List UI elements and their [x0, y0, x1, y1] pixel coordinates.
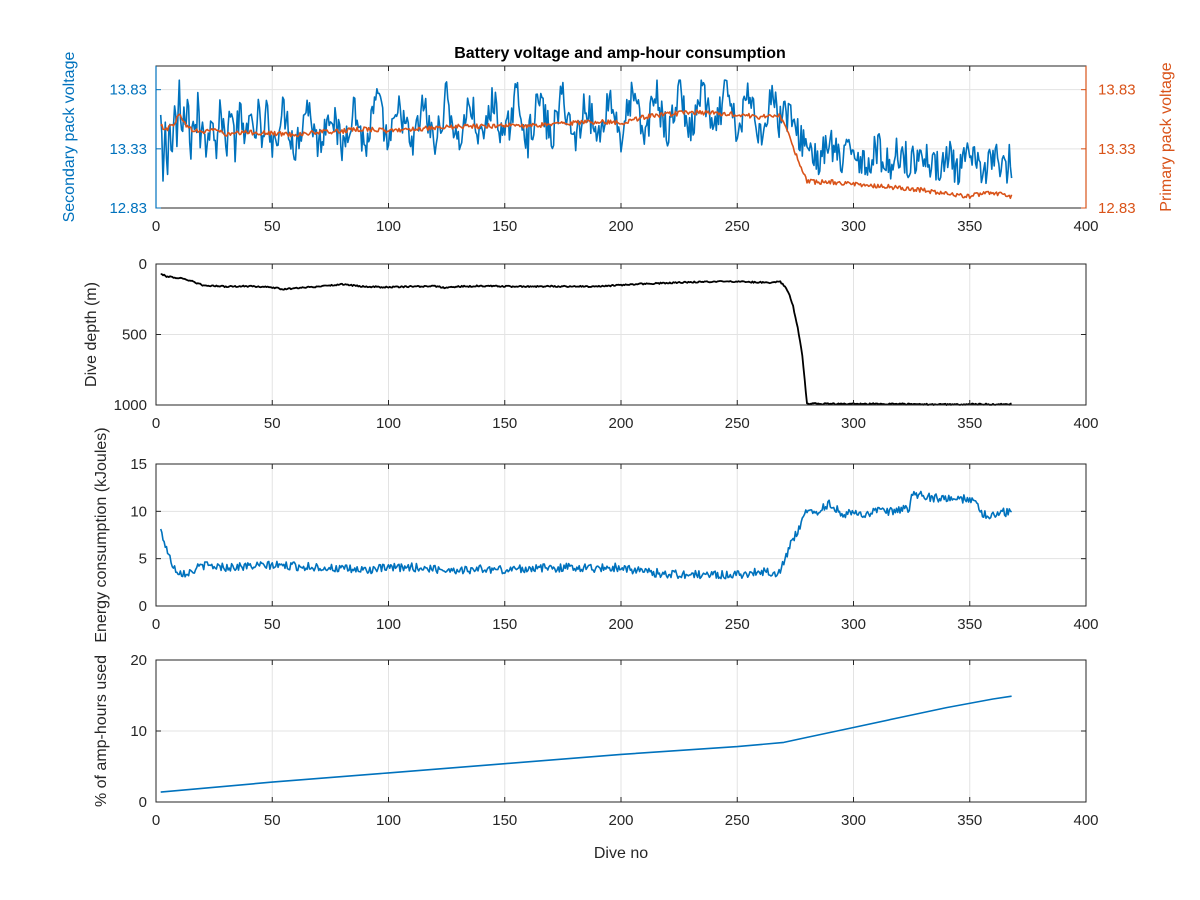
x-tick-label: 250 [725, 812, 750, 829]
x-tick-label: 400 [1073, 812, 1098, 829]
x-tick-label: 400 [1073, 616, 1098, 633]
x-tick-label: 50 [264, 812, 281, 829]
y-tick-label: 15 [130, 456, 147, 473]
grid [155, 463, 1087, 607]
y-tick-label: 20 [130, 652, 147, 669]
x-tick-label: 50 [264, 415, 281, 432]
x-tick-label: 350 [957, 616, 982, 633]
y2-axis-label: Primary pack voltage [1158, 62, 1175, 211]
x-tick-label: 0 [152, 218, 160, 235]
y-tick-label: 0 [139, 794, 147, 811]
x-tick-label: 250 [725, 616, 750, 633]
y-tick-label: 12.83 [109, 200, 147, 217]
y2-tick-label: 12.83 [1098, 200, 1136, 217]
y2-tick-label: 13.83 [1098, 82, 1136, 99]
y-tick-label: 1000 [114, 397, 147, 414]
x-tick-label: 150 [492, 616, 517, 633]
y-tick-label: 13.83 [109, 82, 147, 99]
y-tick-label: 500 [122, 327, 147, 344]
x-tick-label: 300 [841, 415, 866, 432]
x-tick-label: 250 [725, 218, 750, 235]
subplot-4: 0 50 100 150 200 250 300 350 400 0 10 20 % of amp-ho… [93, 652, 1099, 862]
y-tick-label: 10 [130, 723, 147, 740]
x-tick-label: 100 [376, 218, 401, 235]
x-tick-label: 350 [957, 218, 982, 235]
x-axis-label: Dive no [594, 845, 648, 862]
x-tick-label: 200 [608, 812, 633, 829]
x-tick-label: 50 [264, 616, 281, 633]
x-tick-label: 100 [376, 616, 401, 633]
x-tick-label: 50 [264, 218, 281, 235]
x-tick-label: 150 [492, 812, 517, 829]
series-line-2-1 [160, 273, 1012, 406]
x-tick-label: 200 [608, 415, 633, 432]
y-tick-label: 0 [139, 598, 147, 615]
subplot-1: 0 50 100 150 200 250 300 350 40012.8313.3313.831… [61, 52, 1175, 235]
x-tick-label: 100 [376, 812, 401, 829]
x-tick-label: 300 [841, 218, 866, 235]
plots-container: 0 50 100 150 200 250 300 350 40012.8313.3313.831… [61, 52, 1175, 862]
subplot-3: 0 50 100 150 200 250 300 350 400 0 5 10 15 Energy con… [93, 427, 1099, 642]
x-tick-label: 200 [608, 218, 633, 235]
x-tick-label: 250 [725, 415, 750, 432]
grid [155, 66, 1087, 209]
y-tick-label: 10 [130, 503, 147, 520]
y2-tick-label: 13.33 [1098, 141, 1136, 158]
x-tick-label: 400 [1073, 415, 1098, 432]
x-tick-label: 0 [152, 616, 160, 633]
x-tick-label: 400 [1073, 218, 1098, 235]
y-tick-label: 13.33 [109, 141, 147, 158]
y-tick-label: 0 [139, 256, 147, 273]
y-axis-label: Energy consumption (kJoules) [93, 427, 110, 642]
x-tick-label: 0 [152, 812, 160, 829]
y-axis-label: % of amp-hours used [93, 655, 110, 807]
x-tick-label: 350 [957, 415, 982, 432]
x-tick-label: 300 [841, 812, 866, 829]
x-tick-label: 150 [492, 415, 517, 432]
x-tick-label: 100 [376, 415, 401, 432]
x-tick-label: 200 [608, 616, 633, 633]
x-tick-label: 0 [152, 415, 160, 432]
series-line-4-1 [160, 695, 1012, 793]
y-tick-label: 5 [139, 551, 147, 568]
subplot-2: 0 50 100 150 200 250 300 350 400 0 500 1000 Dive dep… [83, 256, 1099, 432]
x-tick-label: 350 [957, 812, 982, 829]
series-line-1-2 [160, 109, 1013, 200]
x-tick-label: 150 [492, 218, 517, 235]
y-axis-label: Secondary pack voltage [61, 52, 78, 223]
series-line-1-1 [159, 79, 1013, 186]
y-axis-label: Dive depth (m) [83, 282, 100, 387]
figure-title: Battery voltage and amp-hour consumption [454, 45, 786, 62]
series-line-3-1 [159, 490, 1013, 580]
x-tick-label: 300 [841, 616, 866, 633]
